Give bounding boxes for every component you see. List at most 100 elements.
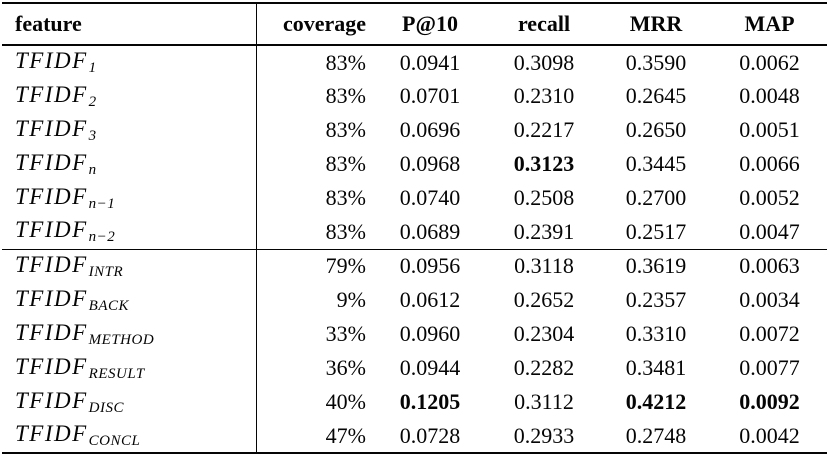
cell-map: 0.0052 bbox=[739, 185, 800, 210]
feature-name: TFIDF1 bbox=[2, 45, 257, 79]
table-body: TFIDF1 83% 0.0941 0.3098 0.3590 0.0062 TFIDF2 8… bbox=[2, 45, 827, 453]
feature-name: TFIDFRESULT bbox=[2, 351, 257, 385]
cell-map: 0.0047 bbox=[739, 218, 800, 244]
cell-mrr: 0.2650 bbox=[625, 117, 687, 142]
cell-p10: 0.0740 bbox=[399, 185, 461, 210]
cell-map: 0.0063 bbox=[712, 248, 827, 283]
cell-coverage: 83% bbox=[325, 185, 366, 210]
feature-subscript: BACK bbox=[88, 297, 130, 314]
cell-mrr: 0.3310 bbox=[625, 321, 687, 346]
table-row: TFIDFn−2 83% 0.0689 0.2391 0.2517 0.0047 bbox=[2, 215, 827, 249]
cell-mrr: 0.3445 bbox=[625, 151, 687, 176]
cell-mrr: 0.4212 bbox=[625, 389, 687, 414]
cell-recall: 0.2652 bbox=[513, 287, 575, 312]
cell-map: 0.0072 bbox=[739, 321, 800, 346]
feature-name: TFIDFINTR bbox=[2, 248, 257, 283]
feature-base: TFIDF bbox=[15, 251, 88, 277]
cell-coverage: 40% bbox=[325, 389, 366, 414]
cell-map: 0.0062 bbox=[739, 49, 800, 75]
feature-name: TFIDFDISC bbox=[2, 385, 257, 419]
cell-coverage: 83% bbox=[325, 83, 366, 108]
cell-recall: 0.2310 bbox=[513, 83, 575, 108]
cell-recall: 0.2508 bbox=[513, 185, 575, 210]
table-row: TFIDF2 83% 0.0701 0.2310 0.2645 0.0048 bbox=[2, 79, 827, 113]
cell-p10: 0.0941 bbox=[399, 49, 461, 75]
cell-mrr: 0.2517 bbox=[625, 218, 687, 244]
header-row: feature coverage P@10 recall MRR MAP bbox=[2, 3, 827, 46]
table-row: TFIDF1 83% 0.0941 0.3098 0.3590 0.0062 bbox=[2, 45, 827, 79]
feature-subscript: 3 bbox=[88, 127, 97, 144]
table-row: TFIDFn 83% 0.0968 0.3123 0.3445 0.0066 bbox=[2, 147, 827, 181]
cell-coverage: 83% bbox=[325, 117, 366, 142]
cell-coverage: 9% bbox=[336, 287, 366, 312]
results-table: feature coverage P@10 recall MRR MAP TFI… bbox=[2, 2, 827, 454]
cell-map: 0.0034 bbox=[739, 287, 800, 312]
feature-base: TFIDF bbox=[15, 217, 88, 243]
cell-p10: 0.0696 bbox=[399, 117, 461, 142]
table-row: TFIDFBACK 9% 0.0612 0.2652 0.2357 0.0034 bbox=[2, 283, 827, 317]
table-row: TFIDFMETHOD 33% 0.0960 0.2304 0.3310 0.0072 bbox=[2, 317, 827, 351]
cell-p10: 0.1205 bbox=[399, 389, 461, 414]
feature-base: TFIDF bbox=[15, 387, 88, 413]
feature-subscript: RESULT bbox=[88, 365, 145, 382]
cell-map: 0.0092 bbox=[739, 389, 800, 414]
cell-recall: 0.2391 bbox=[513, 218, 575, 244]
feature-subscript: 2 bbox=[88, 93, 97, 110]
cell-mrr: 0.2748 bbox=[625, 422, 687, 448]
feature-base: TFIDF bbox=[15, 319, 88, 345]
feature-subscript: CONCL bbox=[88, 433, 141, 449]
feature-base: TFIDF bbox=[15, 183, 88, 209]
table-row: TFIDFDISC 40% 0.1205 0.3112 0.4212 0.0092 bbox=[2, 385, 827, 419]
feature-base: TFIDF bbox=[15, 149, 88, 175]
feature-name: TFIDFn bbox=[2, 147, 257, 181]
feature-base: TFIDF bbox=[15, 421, 88, 446]
feature-base: TFIDF bbox=[15, 81, 88, 107]
cell-recall: 0.3098 bbox=[513, 49, 575, 75]
column-header-p10: P@10 bbox=[372, 3, 488, 46]
feature-base: TFIDF bbox=[15, 115, 88, 141]
cell-p10: 0.0701 bbox=[399, 83, 461, 108]
column-header-mrr: MRR bbox=[600, 3, 712, 46]
cell-p10: 0.0728 bbox=[399, 422, 461, 448]
feature-name: TFIDFMETHOD bbox=[2, 317, 257, 351]
cell-recall: 0.3123 bbox=[513, 151, 575, 176]
cell-mrr: 0.2357 bbox=[625, 287, 687, 312]
cell-map: 0.0066 bbox=[739, 151, 800, 176]
feature-name: TFIDF2 bbox=[2, 79, 257, 113]
cell-p10: 0.0944 bbox=[399, 355, 461, 380]
feature-name: TFIDFn−1 bbox=[2, 181, 257, 215]
cell-recall: 0.3112 bbox=[514, 389, 574, 414]
cell-recall: 0.2282 bbox=[513, 355, 575, 380]
cell-coverage: 47% bbox=[325, 422, 366, 448]
cell-map: 0.0051 bbox=[739, 117, 800, 142]
cell-mrr: 0.2645 bbox=[625, 83, 687, 108]
cell-coverage: 36% bbox=[325, 355, 366, 380]
feature-subscript: n bbox=[88, 161, 97, 178]
column-header-feature: feature bbox=[2, 3, 257, 46]
cell-p10: 0.0956 bbox=[372, 248, 488, 283]
feature-subscript: n−2 bbox=[88, 229, 116, 246]
column-header-map: MAP bbox=[712, 3, 827, 46]
table-row: TFIDF3 83% 0.0696 0.2217 0.2650 0.0051 bbox=[2, 113, 827, 147]
cell-p10: 0.0612 bbox=[399, 287, 461, 312]
cell-coverage: 33% bbox=[325, 321, 366, 346]
table-row: TFIDFCONCL 47% 0.0728 0.2933 0.2748 0.0042 bbox=[2, 419, 827, 453]
cell-recall: 0.2304 bbox=[513, 321, 575, 346]
cell-map: 0.0077 bbox=[739, 355, 800, 380]
cell-recall: 0.3118 bbox=[488, 248, 600, 283]
feature-name: TFIDFn−2 bbox=[2, 215, 257, 249]
cell-coverage: 83% bbox=[325, 151, 366, 176]
feature-base: TFIDF bbox=[15, 353, 88, 379]
cell-recall: 0.2217 bbox=[513, 117, 575, 142]
cell-map: 0.0042 bbox=[739, 422, 800, 448]
table-row: TFIDFRESULT 36% 0.0944 0.2282 0.3481 0.0077 bbox=[2, 351, 827, 385]
cell-recall: 0.2933 bbox=[513, 422, 575, 448]
table-row: TFIDFINTR 79% 0.0956 0.3118 0.3619 0.0063 bbox=[2, 248, 827, 283]
cell-map: 0.0048 bbox=[739, 83, 800, 108]
cell-p10: 0.0968 bbox=[399, 151, 461, 176]
column-header-recall: recall bbox=[488, 3, 600, 46]
cell-mrr: 0.2700 bbox=[625, 185, 687, 210]
cell-p10: 0.0960 bbox=[399, 321, 461, 346]
feature-subscript: INTR bbox=[88, 263, 124, 280]
